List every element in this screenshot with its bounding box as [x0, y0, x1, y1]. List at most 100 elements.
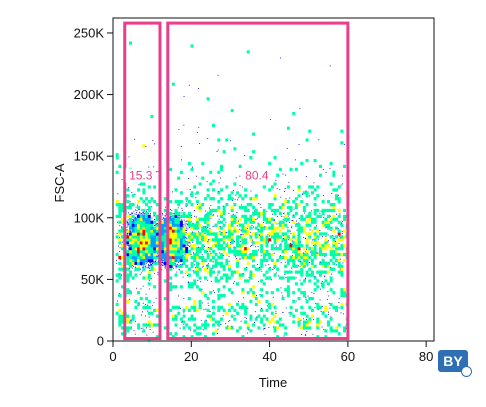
- density-cell: [246, 323, 250, 327]
- density-dot: [255, 219, 257, 220]
- density-cell: [260, 223, 264, 227]
- density-dot: [337, 228, 339, 230]
- density-cell: [273, 232, 277, 236]
- density-dot: [248, 254, 250, 256]
- density-dot: [295, 300, 297, 302]
- density-cell: [126, 314, 130, 318]
- density-cell: [335, 258, 338, 263]
- density-cell: [284, 270, 288, 274]
- density-cell: [327, 208, 330, 213]
- density-cell: [142, 200, 146, 204]
- density-cell: [190, 282, 194, 286]
- density-cell: [147, 232, 151, 236]
- density-cell: [155, 235, 159, 239]
- density-cell: [252, 255, 256, 260]
- density-cell: [337, 185, 341, 189]
- density-dot: [153, 143, 155, 145]
- density-cell: [134, 235, 138, 239]
- density-cell: [190, 235, 194, 239]
- density-dot: [154, 261, 156, 263]
- density-cell: [206, 296, 210, 301]
- density-cell: [292, 258, 296, 263]
- density-dot: [250, 245, 251, 247]
- density-dot: [187, 282, 189, 283]
- density-cell: [171, 255, 175, 260]
- density-cell: [318, 320, 322, 324]
- density-cell: [163, 226, 167, 230]
- density-dot: [201, 254, 203, 256]
- density-cell: [171, 249, 175, 254]
- density-cell: [273, 226, 277, 230]
- density-dot: [251, 245, 252, 246]
- density-dot: [130, 230, 132, 232]
- density-cell: [313, 244, 317, 248]
- gate-1-percent-label: 15.3: [129, 168, 153, 182]
- density-cell: [230, 232, 234, 236]
- density-cell: [284, 214, 288, 218]
- density-cell: [131, 226, 135, 230]
- density-dot: [342, 221, 343, 223]
- density-cell: [142, 323, 146, 327]
- density-cell: [281, 232, 285, 236]
- density-cell: [129, 41, 133, 45]
- density-cell: [147, 229, 151, 233]
- density-cell: [201, 238, 205, 242]
- density-cell: [169, 244, 173, 248]
- density-cell: [211, 270, 215, 274]
- density-cell: [139, 255, 143, 260]
- density-cell: [134, 232, 138, 236]
- density-cell: [161, 220, 165, 224]
- density-cell: [147, 255, 151, 260]
- density-cell: [343, 235, 347, 239]
- density-cell: [155, 247, 159, 251]
- density-cell: [193, 305, 197, 309]
- density-dot: [319, 230, 321, 231]
- density-cell: [121, 235, 124, 239]
- density-dot: [155, 260, 156, 262]
- density-dot: [280, 255, 281, 257]
- density-cell: [305, 220, 309, 224]
- density-cell: [155, 261, 159, 265]
- density-cell: [118, 276, 122, 280]
- density-cell: [161, 252, 165, 257]
- density-dot: [172, 191, 173, 193]
- density-cell: [163, 238, 167, 242]
- density-cell: [273, 238, 277, 242]
- density-cell: [145, 232, 149, 236]
- density-cell: [244, 226, 248, 230]
- density-cell: [257, 314, 261, 318]
- density-cell: [300, 244, 304, 248]
- density-cell: [257, 235, 261, 239]
- density-dot: [236, 258, 237, 260]
- density-cell: [150, 249, 154, 254]
- density-cell: [292, 214, 296, 218]
- density-dot: [259, 294, 261, 296]
- density-cell: [252, 241, 256, 245]
- density-cell: [150, 264, 154, 268]
- density-cell: [137, 323, 141, 327]
- density-cell: [262, 314, 266, 318]
- density-cell: [214, 276, 218, 280]
- density-cell: [195, 273, 199, 277]
- density-dot: [218, 191, 220, 192]
- density-cell: [177, 255, 181, 260]
- density-cell: [137, 223, 141, 227]
- density-dot: [119, 236, 120, 238]
- density-dot: [193, 252, 194, 254]
- density-cell: [171, 285, 175, 289]
- density-dot: [330, 316, 332, 318]
- density-cell: [182, 261, 186, 265]
- density-cell: [171, 317, 175, 321]
- density-dot: [228, 260, 230, 262]
- density-cell: [270, 232, 274, 236]
- density-cell: [225, 252, 229, 257]
- density-dot: [116, 233, 118, 234]
- density-dot: [276, 216, 278, 217]
- density-cell: [179, 241, 183, 245]
- density-dot: [333, 238, 335, 239]
- density-cell: [244, 238, 248, 242]
- density-cell: [305, 326, 309, 330]
- density-dot: [288, 222, 290, 223]
- density-dot: [281, 292, 283, 294]
- density-cell: [137, 188, 141, 192]
